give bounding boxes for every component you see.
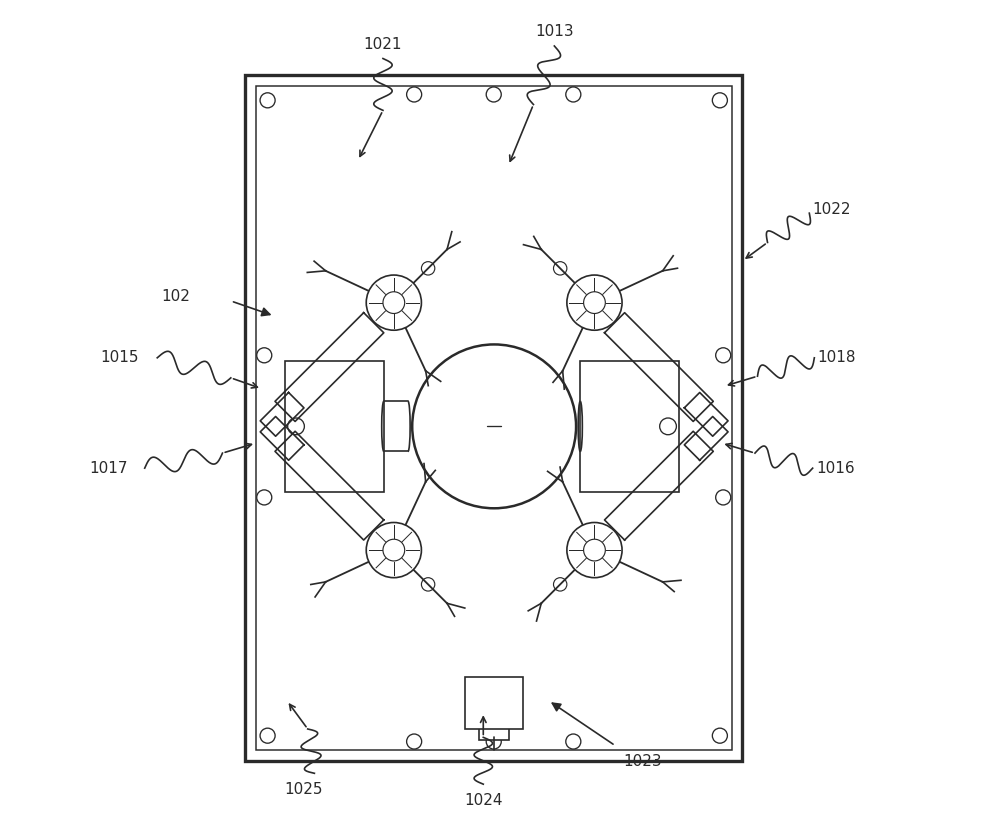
Bar: [465, 677, 523, 729]
Circle shape: [260, 728, 275, 743]
Circle shape: [421, 578, 435, 591]
Text: 1022: 1022: [813, 201, 851, 217]
Text: 1013: 1013: [535, 24, 574, 39]
Text: 1017: 1017: [89, 461, 128, 476]
Circle shape: [567, 275, 622, 330]
Text: 1021: 1021: [364, 37, 402, 52]
Circle shape: [383, 539, 405, 561]
Circle shape: [407, 734, 422, 749]
Circle shape: [712, 728, 727, 743]
Circle shape: [421, 262, 435, 275]
Text: 1018: 1018: [818, 350, 856, 365]
Circle shape: [566, 87, 581, 102]
Text: 1016: 1016: [816, 461, 855, 476]
Text: 1023: 1023: [624, 754, 662, 769]
Circle shape: [257, 348, 272, 363]
Text: 1024: 1024: [464, 793, 503, 808]
Circle shape: [584, 292, 605, 314]
Circle shape: [260, 93, 275, 108]
Circle shape: [288, 418, 304, 435]
Circle shape: [712, 93, 727, 108]
Circle shape: [407, 87, 422, 102]
Circle shape: [486, 87, 501, 102]
Circle shape: [567, 522, 622, 578]
Circle shape: [716, 348, 731, 363]
Circle shape: [366, 522, 421, 578]
Text: 102: 102: [162, 289, 191, 304]
Circle shape: [383, 292, 405, 314]
Circle shape: [553, 262, 567, 275]
Circle shape: [553, 578, 567, 591]
Circle shape: [716, 490, 731, 505]
Circle shape: [660, 418, 676, 435]
Bar: [479, 723, 509, 740]
Text: 1025: 1025: [284, 782, 323, 797]
Text: 1015: 1015: [100, 350, 139, 365]
Circle shape: [257, 490, 272, 505]
Bar: [580, 361, 679, 492]
Circle shape: [486, 734, 501, 749]
Bar: [245, 75, 742, 761]
Circle shape: [366, 275, 421, 330]
Circle shape: [412, 344, 576, 508]
Circle shape: [584, 539, 605, 561]
Circle shape: [566, 734, 581, 749]
Bar: [285, 361, 384, 492]
Bar: [256, 86, 732, 750]
